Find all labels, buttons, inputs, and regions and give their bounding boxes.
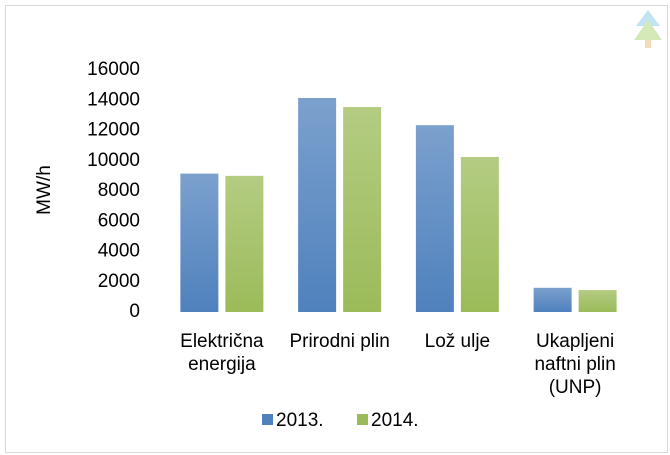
y-axis-label: MW/h: [34, 165, 55, 215]
legend-swatch: [262, 414, 273, 425]
bar: [460, 156, 499, 312]
y-tick-label: 0: [129, 301, 140, 322]
bar: [578, 290, 617, 312]
y-tick-label: 4000: [98, 241, 140, 262]
y-tick-label: 14000: [87, 89, 140, 110]
x-tick-label: Prirodni plin: [289, 331, 390, 352]
x-tick-label: Ukapljeni naftni plin (UNP): [534, 331, 616, 398]
y-tick-label: 10000: [87, 150, 140, 171]
legend-label: 2013.: [276, 410, 324, 431]
bar: [180, 173, 219, 312]
bar: [343, 107, 382, 313]
y-tick-label: 16000: [87, 59, 140, 80]
x-tick-label: Lož ulje: [424, 331, 491, 352]
logo: [634, 10, 662, 48]
legend-label: 2014.: [371, 410, 419, 431]
chart-border: [5, 5, 668, 453]
y-tick-label: 12000: [87, 120, 140, 141]
bar: [298, 97, 337, 312]
legend-swatch: [357, 414, 368, 425]
bar: [225, 175, 264, 312]
x-tick-label: Električna energija: [180, 331, 264, 375]
y-tick-label: 6000: [98, 210, 140, 231]
y-tick-label: 8000: [98, 180, 140, 201]
bar: [533, 287, 572, 312]
bar: [415, 125, 454, 312]
y-tick-label: 2000: [98, 271, 140, 292]
